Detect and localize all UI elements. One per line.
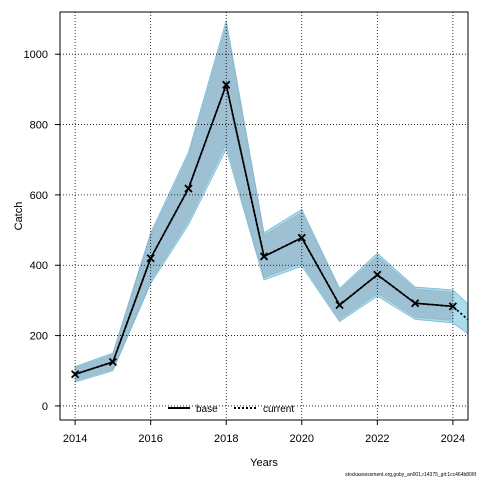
marker-stroke (108, 357, 118, 367)
marker-stroke (297, 233, 306, 242)
marker-stroke (222, 80, 231, 89)
x-tick-label-2020: 2020 (290, 433, 314, 445)
y-tick-label-600: 600 (30, 190, 48, 202)
marker-stroke (70, 370, 80, 379)
plot-frame (59, 11, 469, 421)
footer-credit: stockassessment.org,goby_an001,r14375_gi… (345, 472, 476, 478)
marker-stroke (335, 300, 344, 310)
data-point-2019 (259, 252, 269, 261)
data-point-2022 (373, 270, 382, 279)
gridlines (60, 12, 468, 420)
confidence-bands (74, 20, 468, 383)
marker-stroke (373, 270, 382, 279)
data-point-2014 (70, 370, 80, 379)
x-axis-label: Years (250, 457, 278, 469)
data-point-2023 (410, 299, 420, 308)
legend-label-base: base (196, 404, 218, 415)
data-point-2018 (222, 80, 231, 89)
x-tick-label-2022: 2022 (365, 433, 389, 445)
data-point-2024 (448, 302, 458, 311)
y-tick-label-0: 0 (42, 401, 48, 413)
band-base (74, 25, 454, 382)
legend-label-current: current (263, 404, 294, 415)
band-current (74, 20, 468, 383)
series-line-current (74, 81, 468, 376)
data-point-2020 (297, 233, 306, 242)
data-point-2015 (108, 357, 118, 367)
series-line-base (74, 81, 453, 376)
y-tick-label-200: 200 (30, 331, 48, 343)
x-tick-label-2018: 2018 (214, 433, 238, 445)
x-tick-label-2024: 2024 (441, 433, 465, 445)
y-tick-label-400: 400 (30, 260, 48, 272)
axes: 2014 2016 2018 2020 2022 2024 0 200 400 600 800 100… (24, 49, 466, 445)
marker-stroke (410, 299, 420, 308)
data-point-2021 (335, 300, 344, 310)
y-axis-label: Catch (13, 202, 25, 231)
data-markers (70, 80, 458, 379)
data-point-2016 (146, 254, 155, 263)
marker-stroke (184, 184, 193, 193)
data-point-2017 (184, 184, 193, 193)
marker-stroke (259, 252, 269, 261)
x-tick-label-2014: 2014 (63, 433, 87, 445)
marker-stroke (146, 254, 155, 263)
y-tick-label-1000: 1000 (24, 49, 48, 61)
legend: base current (168, 404, 294, 415)
x-tick-label-2016: 2016 (138, 433, 162, 445)
marker-stroke (448, 302, 458, 311)
y-tick-label-800: 800 (30, 120, 48, 132)
